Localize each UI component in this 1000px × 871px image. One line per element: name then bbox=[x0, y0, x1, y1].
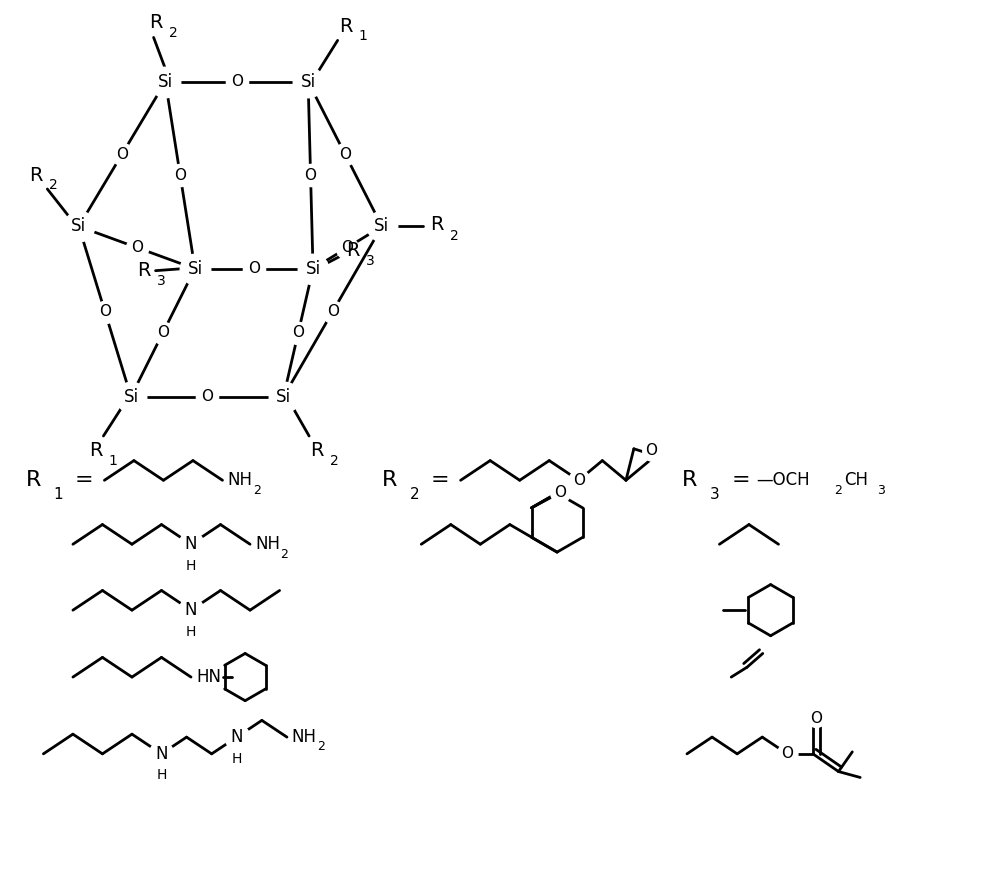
Text: H: H bbox=[186, 625, 196, 638]
Text: O: O bbox=[573, 473, 585, 488]
Text: 1: 1 bbox=[359, 30, 368, 44]
Text: —OCH: —OCH bbox=[756, 471, 809, 490]
Text: NH: NH bbox=[227, 471, 252, 490]
Text: O: O bbox=[174, 168, 186, 183]
Text: =: = bbox=[75, 470, 94, 490]
Text: O: O bbox=[201, 389, 213, 404]
Text: R: R bbox=[310, 442, 324, 460]
Text: R: R bbox=[382, 470, 397, 490]
Text: CH: CH bbox=[844, 471, 868, 490]
Text: O: O bbox=[339, 146, 351, 161]
Text: 2: 2 bbox=[450, 229, 459, 243]
Text: R: R bbox=[346, 241, 359, 260]
Text: Si: Si bbox=[374, 218, 389, 235]
Text: Si: Si bbox=[187, 260, 203, 278]
Text: Si: Si bbox=[123, 388, 139, 406]
Text: O: O bbox=[305, 168, 317, 183]
Text: Si: Si bbox=[305, 260, 321, 278]
Text: 3: 3 bbox=[157, 273, 166, 287]
Text: R: R bbox=[29, 165, 42, 185]
Text: H: H bbox=[186, 559, 196, 573]
Text: R: R bbox=[89, 442, 102, 460]
Text: N: N bbox=[185, 536, 197, 553]
Text: 2: 2 bbox=[835, 483, 842, 496]
Text: 2: 2 bbox=[317, 740, 325, 753]
Text: NH: NH bbox=[255, 536, 280, 553]
Text: 3: 3 bbox=[877, 483, 885, 496]
Text: O: O bbox=[327, 304, 339, 319]
Text: =: = bbox=[431, 470, 450, 490]
Text: Si: Si bbox=[71, 218, 86, 235]
Text: N: N bbox=[155, 745, 168, 763]
Text: O: O bbox=[248, 261, 260, 276]
Text: 2: 2 bbox=[169, 25, 178, 39]
Text: O: O bbox=[646, 443, 658, 458]
Text: O: O bbox=[131, 240, 143, 255]
Text: N: N bbox=[185, 601, 197, 619]
Text: 2: 2 bbox=[330, 454, 339, 468]
Text: O: O bbox=[99, 304, 111, 319]
Text: R: R bbox=[137, 261, 151, 280]
Text: O: O bbox=[231, 74, 243, 89]
Text: 1: 1 bbox=[53, 487, 63, 502]
Text: 2: 2 bbox=[409, 487, 419, 502]
Text: O: O bbox=[292, 325, 304, 341]
Text: 2: 2 bbox=[281, 548, 288, 561]
Text: 2: 2 bbox=[253, 483, 261, 496]
Text: H: H bbox=[232, 752, 242, 766]
Text: R: R bbox=[26, 470, 41, 490]
Text: R: R bbox=[430, 215, 444, 234]
Text: O: O bbox=[157, 325, 169, 341]
Text: O: O bbox=[116, 146, 128, 161]
Text: N: N bbox=[231, 728, 243, 746]
Text: Si: Si bbox=[158, 73, 173, 91]
Text: R: R bbox=[682, 470, 697, 490]
Text: O: O bbox=[810, 711, 822, 726]
Text: Si: Si bbox=[276, 388, 291, 406]
Text: R: R bbox=[149, 13, 162, 32]
Text: 3: 3 bbox=[366, 253, 374, 267]
Text: 2: 2 bbox=[49, 178, 58, 192]
Text: O: O bbox=[341, 240, 353, 255]
Text: H: H bbox=[156, 768, 167, 782]
Text: O: O bbox=[554, 485, 566, 500]
Text: =: = bbox=[731, 470, 750, 490]
Text: Si: Si bbox=[301, 73, 316, 91]
Text: 3: 3 bbox=[710, 487, 719, 502]
Text: R: R bbox=[339, 17, 352, 36]
Text: O: O bbox=[781, 746, 793, 761]
Text: HN: HN bbox=[196, 668, 221, 686]
Text: 1: 1 bbox=[109, 454, 118, 468]
Text: NH: NH bbox=[292, 728, 317, 746]
